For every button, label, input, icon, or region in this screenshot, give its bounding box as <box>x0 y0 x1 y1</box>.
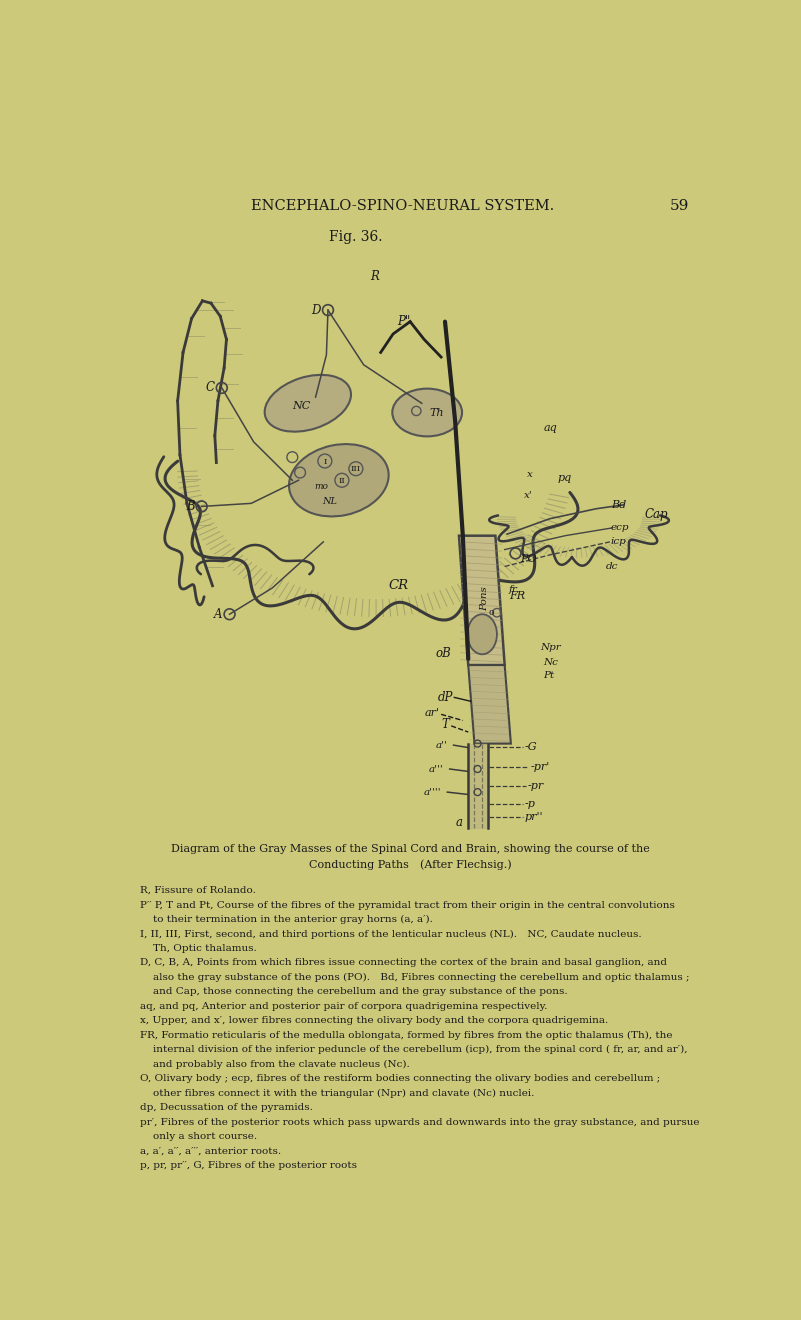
Text: T: T <box>441 718 449 731</box>
Text: ar': ar' <box>425 708 440 718</box>
Text: O, Olivary body ; ecp, fibres of the restiform bodies connecting the olivary bod: O, Olivary body ; ecp, fibres of the res… <box>140 1074 661 1084</box>
Text: a'''': a'''' <box>424 788 441 796</box>
Text: oB: oB <box>436 647 451 660</box>
Text: A: A <box>214 607 223 620</box>
Text: 59: 59 <box>670 199 690 213</box>
Text: fr: fr <box>509 585 517 594</box>
Text: also the gray substance of the pons (PO). Bd, Fibres connecting the cerebellum a: also the gray substance of the pons (PO)… <box>140 973 690 982</box>
Text: x': x' <box>525 491 533 500</box>
Text: Pons: Pons <box>480 586 489 611</box>
Text: C: C <box>206 381 215 395</box>
Text: B: B <box>186 500 195 513</box>
Text: icp: icp <box>610 537 626 546</box>
Polygon shape <box>469 665 511 743</box>
Ellipse shape <box>264 375 351 432</box>
Text: III: III <box>351 466 361 474</box>
Text: II: II <box>339 477 345 484</box>
Text: only a short course.: only a short course. <box>140 1133 258 1142</box>
Text: a, a′, a′′, a′′′, anterior roots.: a, a′, a′′, a′′′, anterior roots. <box>140 1147 281 1155</box>
Text: Th, Optic thalamus.: Th, Optic thalamus. <box>140 944 257 953</box>
Text: I: I <box>323 458 327 466</box>
Text: Th: Th <box>429 408 444 417</box>
Polygon shape <box>459 536 505 665</box>
Text: Bd: Bd <box>612 500 627 510</box>
Text: and probably also from the clavate nucleus (Nc).: and probably also from the clavate nucle… <box>140 1060 410 1069</box>
Text: and Cap, those connecting the cerebellum and the gray substance of the pons.: and Cap, those connecting the cerebellum… <box>140 987 568 997</box>
Text: Nc: Nc <box>543 659 558 667</box>
Text: pq: pq <box>557 473 572 483</box>
Text: p, pr, pr′′, G, Fibres of the posterior roots: p, pr, pr′′, G, Fibres of the posterior … <box>140 1162 357 1170</box>
Text: aq: aq <box>543 422 557 433</box>
Text: Diagram of the Gray Masses of the Spinal Cord and Brain, showing the course of t: Diagram of the Gray Masses of the Spinal… <box>171 843 650 870</box>
Text: R, Fissure of Rolando.: R, Fissure of Rolando. <box>140 886 256 895</box>
Text: D: D <box>312 304 321 317</box>
Text: -pr': -pr' <box>530 762 549 772</box>
Text: ENCEPHALO-SPINO-NEURAL SYSTEM.: ENCEPHALO-SPINO-NEURAL SYSTEM. <box>251 199 554 213</box>
Text: I, II, III, First, second, and third portions of the lenticular nucleus (NL). NC: I, II, III, First, second, and third por… <box>140 929 642 939</box>
Text: x: x <box>527 470 533 479</box>
Text: dP: dP <box>437 690 453 704</box>
Text: -pr: -pr <box>528 781 544 791</box>
Text: pr'': pr'' <box>525 812 543 822</box>
Text: D, C, B, A, Points from which fibres issue connecting the cortex of the brain an: D, C, B, A, Points from which fibres iss… <box>140 958 667 968</box>
Text: mo: mo <box>315 482 328 491</box>
Text: PO: PO <box>520 554 537 564</box>
Text: Pt: Pt <box>543 672 554 680</box>
Text: Cap: Cap <box>644 508 668 520</box>
Text: o: o <box>489 609 494 618</box>
Text: dc: dc <box>606 562 618 572</box>
Text: NL: NL <box>322 498 337 507</box>
Text: -p: -p <box>525 799 536 809</box>
Text: aq, and pq, Anterior and posterior pair of corpora quadrigemina respectively.: aq, and pq, Anterior and posterior pair … <box>140 1002 548 1011</box>
Text: pr′, Fibres of the posterior roots which pass upwards and downwards into the gra: pr′, Fibres of the posterior roots which… <box>140 1118 700 1127</box>
Text: FR, Formatio reticularis of the medulla oblongata, formed by fibres from the opt: FR, Formatio reticularis of the medulla … <box>140 1031 673 1040</box>
Ellipse shape <box>468 614 497 655</box>
Text: internal division of the inferior peduncle of the cerebellum (icp), from the spi: internal division of the inferior pedunc… <box>140 1045 688 1055</box>
Text: a''': a''' <box>429 764 444 774</box>
Text: other fibres connect it with the triangular (Npr) and clavate (Nc) nuclei.: other fibres connect it with the triangu… <box>140 1089 535 1098</box>
Ellipse shape <box>392 388 462 437</box>
Text: R: R <box>370 269 379 282</box>
Text: P′′ P, T and Pt, Course of the fibres of the pyramidal tract from their origin i: P′′ P, T and Pt, Course of the fibres of… <box>140 900 675 909</box>
Text: a'': a'' <box>436 741 447 750</box>
Ellipse shape <box>289 444 388 516</box>
Text: Fig. 36.: Fig. 36. <box>329 230 383 244</box>
Text: to their termination in the anterior gray horns (a, a′).: to their termination in the anterior gra… <box>140 915 433 924</box>
Text: dp, Decussation of the pyramids.: dp, Decussation of the pyramids. <box>140 1104 313 1113</box>
Text: -G: -G <box>525 742 537 752</box>
Text: FR: FR <box>509 591 525 601</box>
Text: a: a <box>456 816 463 829</box>
Text: P": P" <box>396 315 410 329</box>
Text: CR: CR <box>388 579 409 593</box>
Text: NC: NC <box>292 400 311 411</box>
Text: ecp: ecp <box>610 524 629 532</box>
Text: x, Upper, and x′, lower fibres connecting the olivary body and the corpora quadr: x, Upper, and x′, lower fibres connectin… <box>140 1016 609 1026</box>
Text: Npr: Npr <box>541 643 561 652</box>
